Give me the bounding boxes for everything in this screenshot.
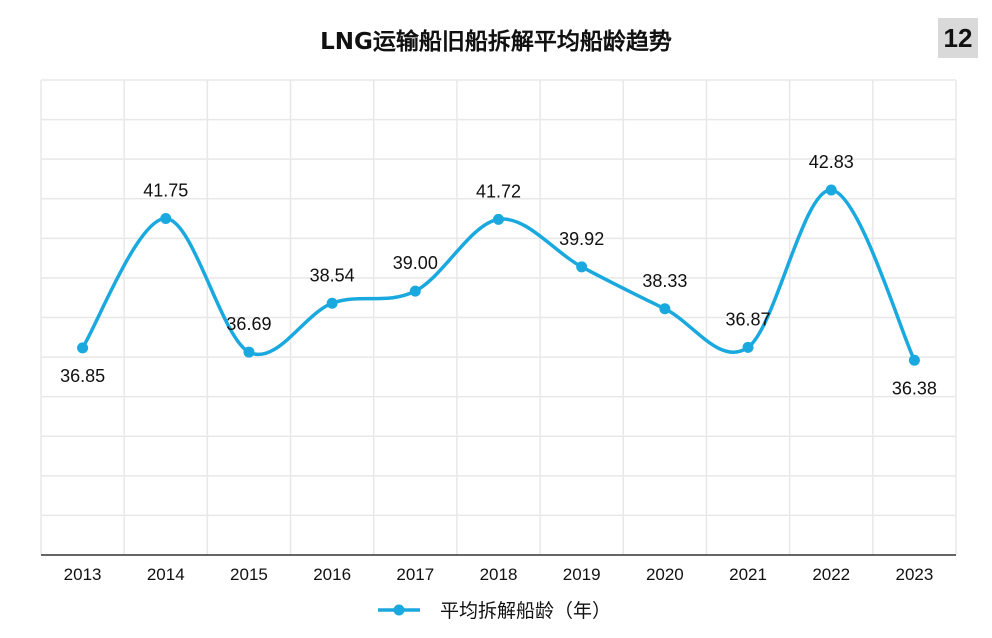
data-label: 38.33 xyxy=(642,271,687,291)
page-number-badge: 12 xyxy=(938,18,978,58)
x-tick-label: 2015 xyxy=(230,565,268,584)
data-label: 38.54 xyxy=(310,265,355,285)
legend: 平均拆解船龄（年） xyxy=(378,600,611,622)
x-tick-label: 2021 xyxy=(729,565,767,584)
data-point xyxy=(493,213,504,225)
x-tick-label: 2022 xyxy=(812,565,850,584)
data-label: 36.87 xyxy=(726,309,771,329)
data-point xyxy=(243,346,255,358)
x-tick-label: 2014 xyxy=(147,565,185,584)
data-labels: 36.85 41.75 36.69 38.54 39.00 41.72 39.92 38.33… xyxy=(60,152,937,398)
x-tick-label: 2020 xyxy=(646,565,684,584)
legend-dot-marker xyxy=(393,604,405,616)
data-point xyxy=(908,354,920,366)
data-label: 36.85 xyxy=(60,366,105,386)
x-tick-label: 2019 xyxy=(563,565,601,584)
legend-label: 平均拆解船龄（年） xyxy=(440,600,611,622)
data-point xyxy=(160,213,172,225)
data-label: 39.00 xyxy=(393,253,438,273)
x-tick-label: 2018 xyxy=(480,565,518,584)
data-point xyxy=(576,261,588,273)
data-label: 42.83 xyxy=(809,152,854,172)
data-point xyxy=(742,341,754,353)
data-label: 36.38 xyxy=(892,378,937,398)
data-points xyxy=(77,184,920,366)
data-point xyxy=(659,303,671,315)
data-point xyxy=(409,285,421,297)
data-label: 41.75 xyxy=(143,181,188,201)
data-point xyxy=(326,297,338,309)
data-point xyxy=(77,342,89,354)
grid-lines xyxy=(40,79,957,555)
data-label: 36.69 xyxy=(226,314,271,334)
chart-title: LNG运输船旧船拆解平均船龄趋势 xyxy=(320,29,672,55)
x-tick-label: 2017 xyxy=(396,565,434,584)
data-label: 39.92 xyxy=(559,229,604,249)
x-tick-labels: 2013 2014 2015 2016 2017 2018 2019 2020 2021 2022… xyxy=(64,565,934,584)
x-tick-label: 2016 xyxy=(313,565,351,584)
x-tick-label: 2013 xyxy=(64,565,102,584)
data-point xyxy=(825,184,837,196)
x-tick-label: 2023 xyxy=(895,565,933,584)
data-label: 41.72 xyxy=(476,181,521,201)
